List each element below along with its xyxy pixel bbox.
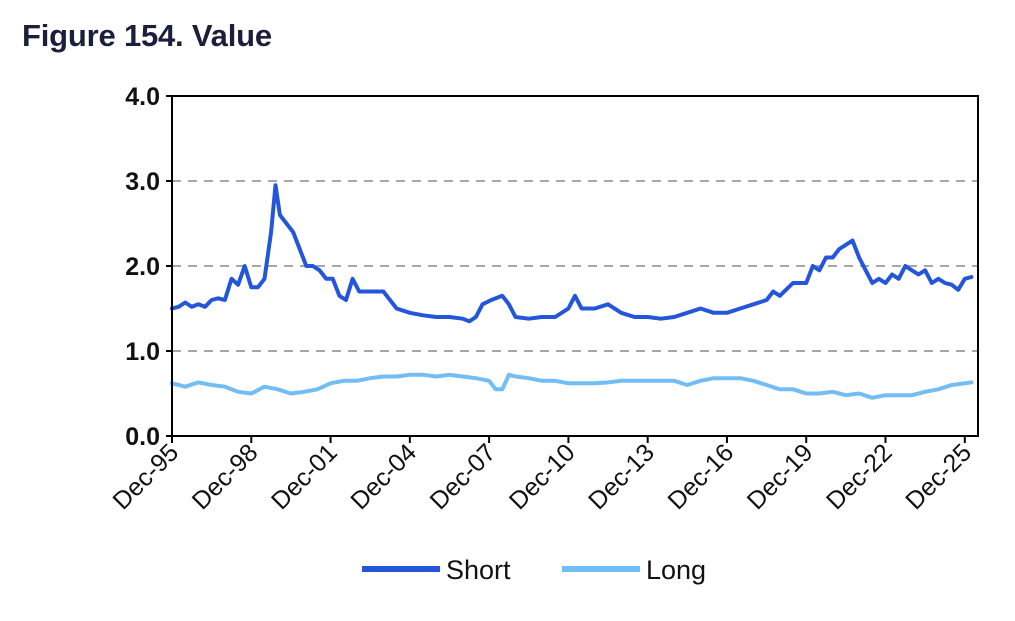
x-tick-label: Dec-22: [821, 438, 898, 515]
series-line-long: [170, 372, 974, 400]
legend: Short Long: [362, 555, 706, 585]
x-tick-label: Dec-04: [345, 438, 422, 515]
y-tick-label: 3.0: [125, 168, 160, 196]
x-axis-ticks: Dec-95 Dec-98 Dec-01 Dec-04 Dec-07 Dec-10 Dec-…: [107, 436, 977, 515]
figure-title: Figure 154. Value: [22, 18, 272, 53]
y-tick-label: 2.0: [125, 253, 160, 281]
x-tick-label: Dec-07: [425, 438, 502, 515]
series-line-short: [170, 183, 974, 324]
series-lines: [170, 183, 974, 400]
gridlines: [172, 180, 978, 352]
x-tick-label: Dec-19: [742, 438, 819, 515]
x-tick-label: Dec-10: [504, 438, 581, 515]
y-tick-label: 4.0: [125, 83, 160, 111]
y-tick-label: 1.0: [125, 338, 160, 366]
x-tick-label: Dec-16: [662, 438, 739, 515]
legend-label-short: Short: [446, 555, 511, 585]
y-axis-ticks: 0.0 1.0 2.0 3.0 4.0: [125, 83, 172, 451]
legend-label-long: Long: [646, 555, 706, 585]
x-tick-label: Dec-98: [187, 438, 264, 515]
x-tick-label: Dec-25: [900, 438, 977, 515]
x-tick-label: Dec-13: [583, 438, 660, 515]
y-tick-label: 0.0: [125, 423, 160, 451]
x-tick-label: Dec-01: [266, 438, 343, 515]
